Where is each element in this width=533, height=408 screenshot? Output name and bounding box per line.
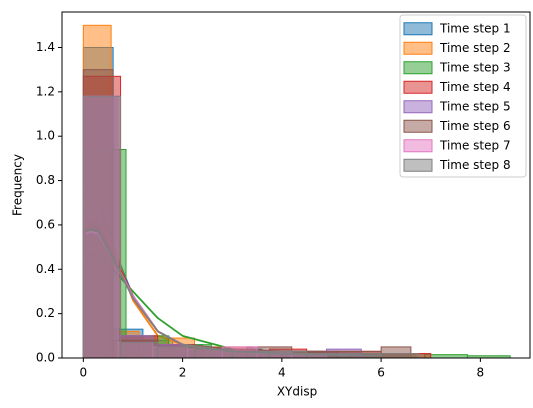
legend-swatch xyxy=(403,119,433,133)
legend-label: Time step 5 xyxy=(439,99,511,113)
bar xyxy=(82,95,122,359)
y-tick-label: 1.0 xyxy=(36,129,55,143)
legend-swatch xyxy=(403,80,433,94)
legend-swatch xyxy=(403,41,433,55)
plot-frame xyxy=(61,11,531,359)
x-tick-label: 6 xyxy=(377,366,385,380)
x-tick-label: 4 xyxy=(278,366,286,380)
legend-label: Time step 6 xyxy=(439,119,511,133)
bar xyxy=(380,353,419,359)
y-tick-label: 0.6 xyxy=(36,217,55,231)
legend-label: Time step 8 xyxy=(439,158,511,172)
legend-swatch xyxy=(403,158,433,172)
legend-label: Time step 1 xyxy=(439,21,511,35)
legend-swatch xyxy=(403,100,433,114)
y-tick-label: 1.4 xyxy=(36,40,55,54)
y-axis-label: Frequency xyxy=(11,154,25,216)
legend-swatch xyxy=(403,22,433,36)
legend-label: Time step 3 xyxy=(439,60,511,74)
bar xyxy=(120,341,159,359)
x-tick-label: 8 xyxy=(477,366,485,380)
legend-swatch xyxy=(403,61,433,75)
y-tick-label: 0.0 xyxy=(36,351,55,365)
y-tick-label: 0.4 xyxy=(36,262,55,276)
bar xyxy=(157,346,196,359)
y-tick-label: 0.8 xyxy=(36,173,55,187)
x-tick-label: 2 xyxy=(179,366,187,380)
y-tick-label: 0.2 xyxy=(36,306,55,320)
legend-swatch xyxy=(403,139,433,153)
legend-label: Time step 2 xyxy=(439,41,511,55)
legend-label: Time step 7 xyxy=(439,138,511,152)
x-tick-label: 0 xyxy=(80,366,88,380)
y-tick-label: 1.2 xyxy=(36,84,55,98)
legend-label: Time step 4 xyxy=(439,80,511,94)
x-axis-label: XYdisp xyxy=(277,385,317,399)
legend-box xyxy=(399,14,527,178)
kde-line xyxy=(85,228,382,357)
